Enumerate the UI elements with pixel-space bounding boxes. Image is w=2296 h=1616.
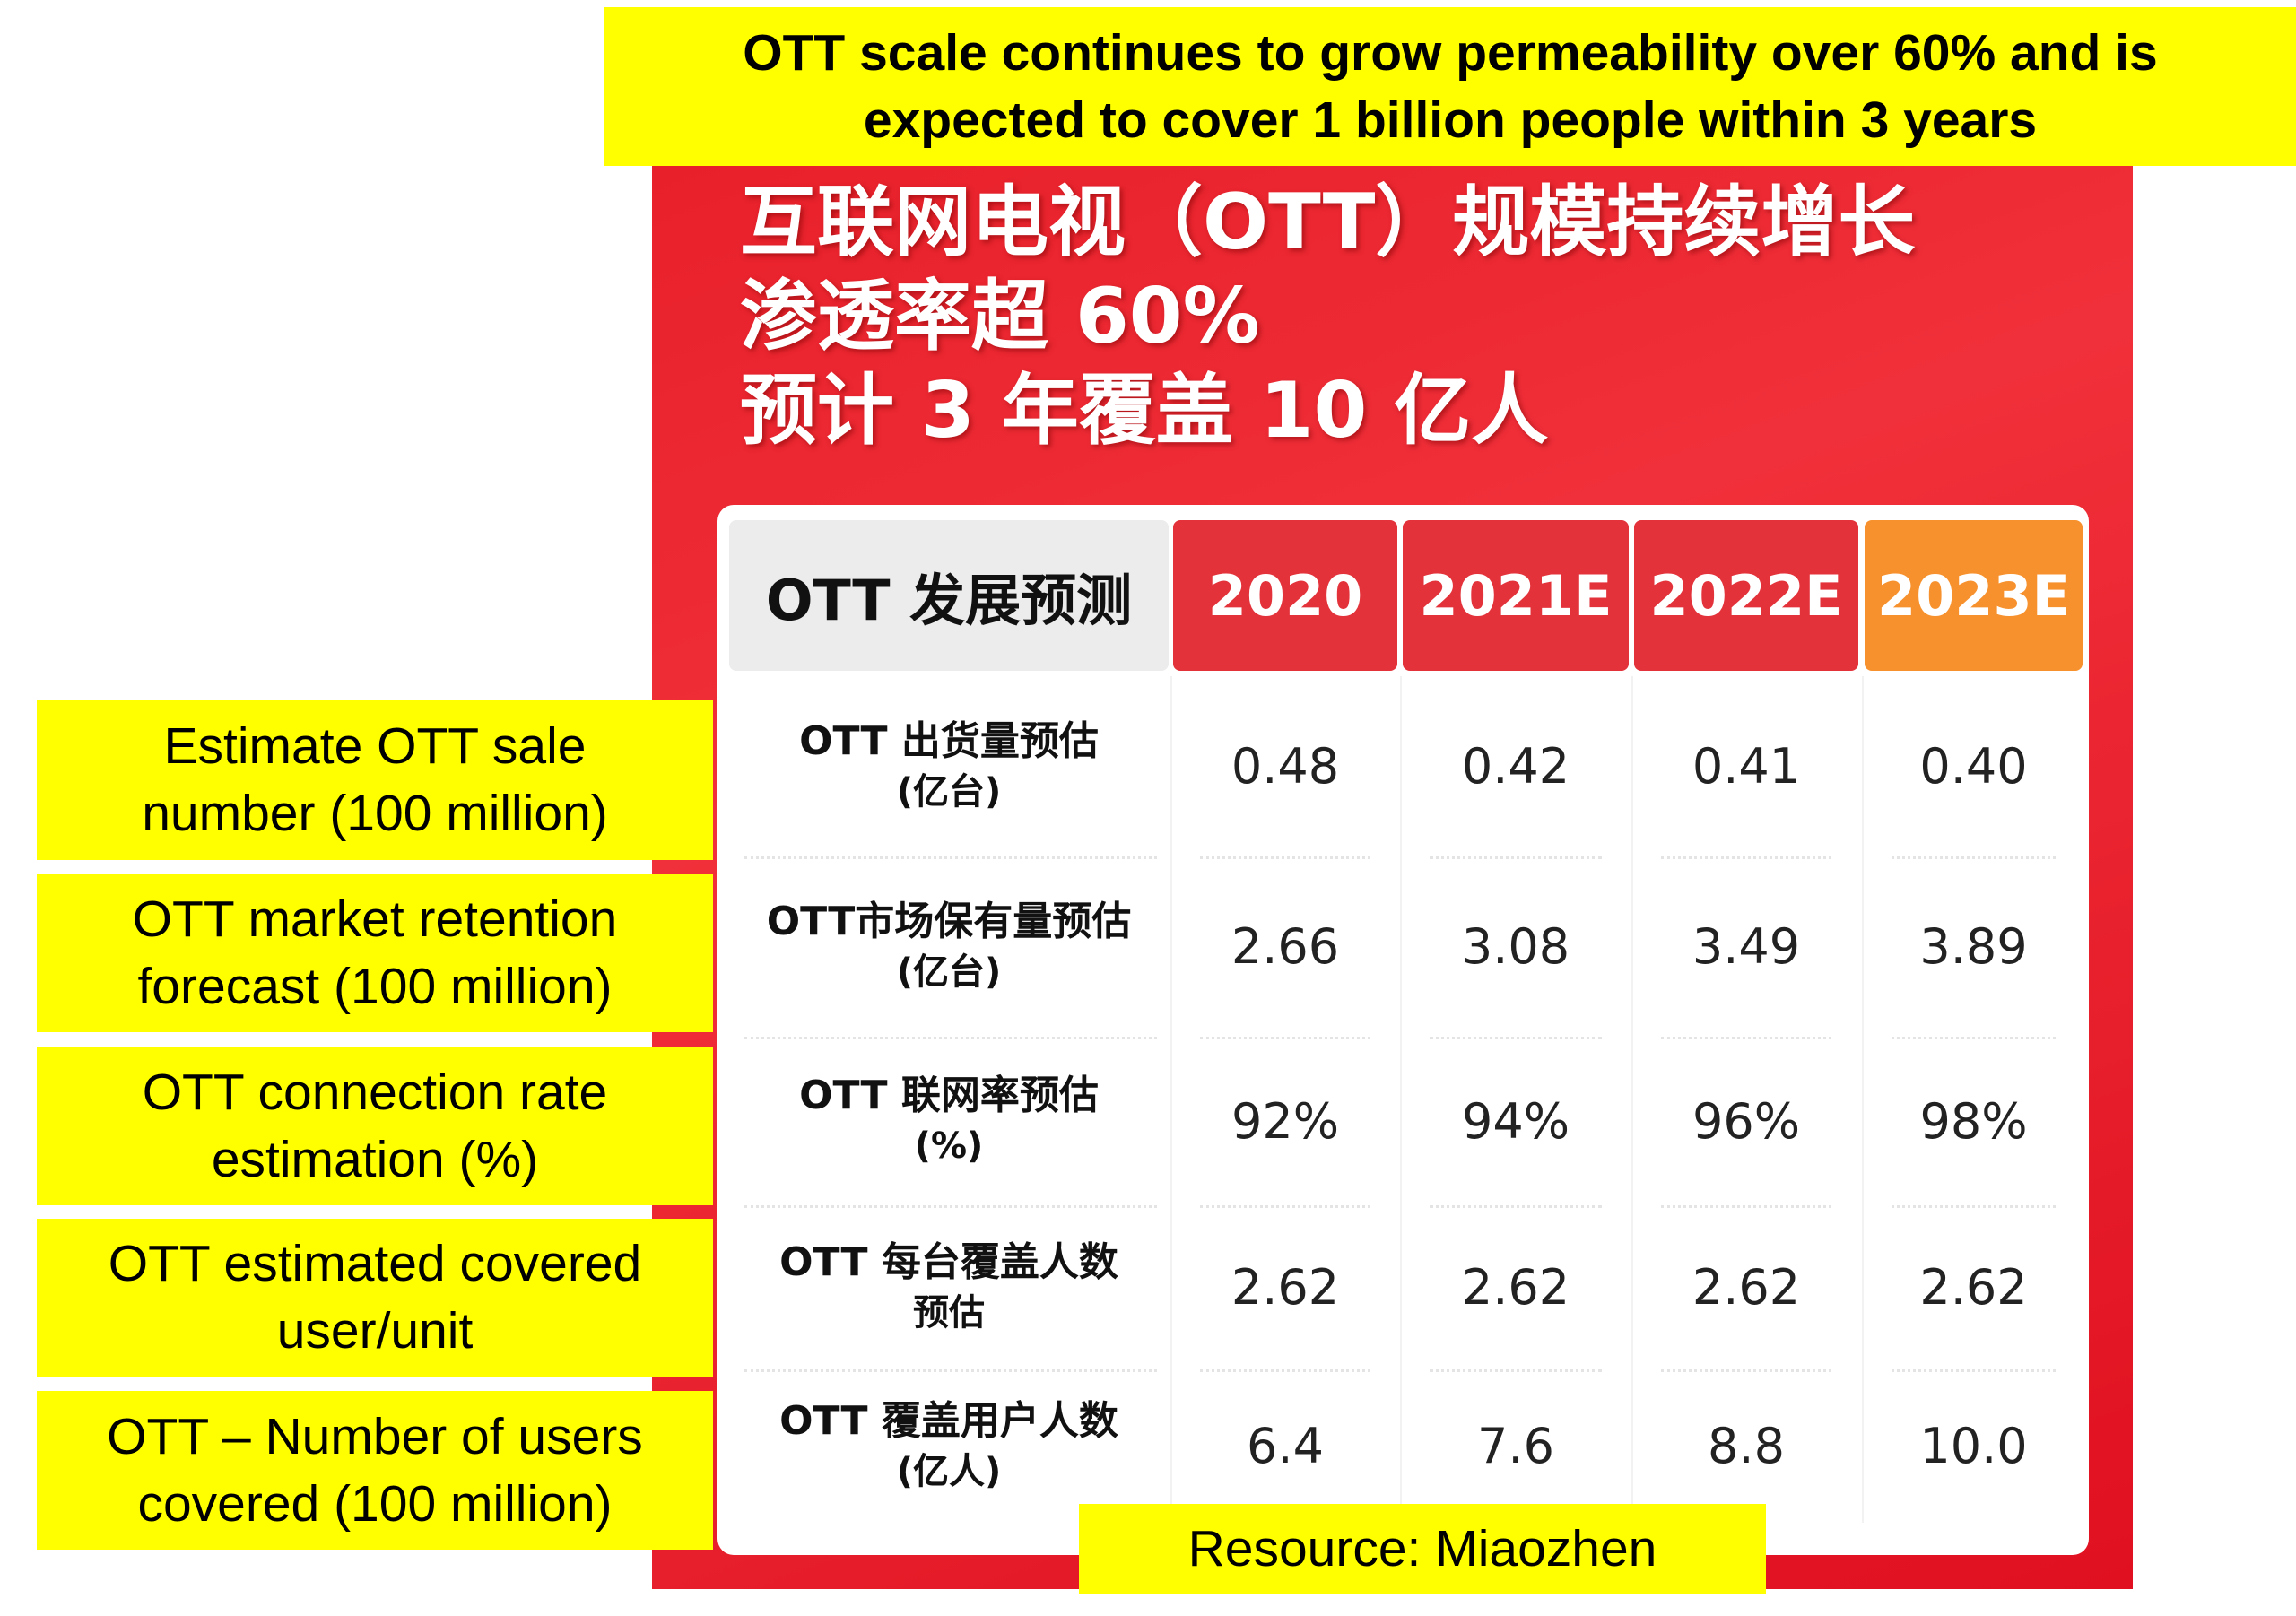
translated-headline-banner: OTT scale continues to grow permeability… xyxy=(604,7,2296,166)
row-label-line-2: (亿台) xyxy=(896,951,1002,993)
table-cell: 2.62 xyxy=(1231,1259,1340,1316)
table-cell: 8.8 xyxy=(1708,1418,1785,1474)
table-cell: 2.62 xyxy=(1919,1259,2028,1316)
table-cell: 3.89 xyxy=(1919,918,2028,975)
english-label-line2: user/unit xyxy=(276,1302,474,1360)
forecast-table-card xyxy=(718,505,2089,1555)
row-divider xyxy=(1892,1369,2056,1372)
row-divider xyxy=(744,1369,1157,1372)
row-divider xyxy=(1892,1037,2056,1039)
table-cell: 3.49 xyxy=(1692,918,1801,975)
table-cell: 2.62 xyxy=(1692,1259,1801,1316)
row-label-line-2: (亿台) xyxy=(896,770,1002,812)
row-divider xyxy=(1200,1037,1370,1039)
english-row-label: Estimate OTT sale number (100 million) xyxy=(37,700,713,860)
english-label-line1: OTT connection rate xyxy=(142,1064,608,1121)
row-divider xyxy=(744,856,1157,859)
row-divider xyxy=(1200,1205,1370,1208)
row-divider xyxy=(1430,1205,1602,1208)
table-cell: 3.08 xyxy=(1461,918,1570,975)
table-cell: 0.48 xyxy=(1231,738,1340,795)
table-header-label: OTT 发展预测 xyxy=(729,520,1169,671)
english-row-label: OTT connection rate estimation (%) xyxy=(37,1047,713,1205)
row-label-line-1: OTT 联网率预估 xyxy=(799,1073,1099,1118)
column-divider xyxy=(1400,676,1402,1523)
english-label-line2: forecast (100 million) xyxy=(137,958,613,1015)
table-cell: 7.6 xyxy=(1477,1418,1554,1474)
column-divider xyxy=(1862,676,1864,1523)
row-divider xyxy=(1430,1369,1602,1372)
english-label-line2: covered (100 million) xyxy=(137,1474,613,1533)
year-header-2023e: 2023E xyxy=(1865,520,2083,671)
year-header-2021e: 2021E xyxy=(1403,520,1629,671)
row-label-line-2: 预估 xyxy=(913,1291,985,1334)
english-label-line1: Estimate OTT sale xyxy=(163,717,587,775)
row-label-line-1: OTT市场保有量预估 xyxy=(766,898,1132,944)
table-cell: 2.66 xyxy=(1231,918,1340,975)
row-divider xyxy=(1661,1205,1831,1208)
row-label: OTT 联网率预估 (%) xyxy=(729,1037,1169,1205)
row-divider xyxy=(1661,1037,1831,1039)
english-label-line2: estimation (%) xyxy=(211,1131,539,1188)
chinese-title: 互联网电视（OTT）规模持续增长 渗透率超 60% 预计 3 年覆盖 10 亿人 xyxy=(740,176,1915,458)
table-cell: 0.41 xyxy=(1692,738,1801,795)
year-header-2022e: 2022E xyxy=(1634,520,1858,671)
headline-line-2: expected to cover 1 billion people withi… xyxy=(863,91,2038,149)
row-divider xyxy=(1200,856,1370,859)
row-divider xyxy=(1661,856,1831,859)
english-label-line2: number (100 million) xyxy=(142,785,608,842)
row-divider xyxy=(744,1037,1157,1039)
table-cell: 6.4 xyxy=(1247,1418,1324,1474)
column-divider xyxy=(1170,676,1172,1523)
table-cell: 10.0 xyxy=(1919,1418,2028,1474)
row-label-line-2: (%) xyxy=(914,1125,984,1167)
table-cell: 92% xyxy=(1231,1092,1340,1150)
english-row-label: OTT market retention forecast (100 millio… xyxy=(37,874,713,1032)
row-divider xyxy=(1200,1369,1370,1372)
year-header-2020: 2020 xyxy=(1173,520,1397,671)
row-label: OTT 每台覆盖人数预估 xyxy=(729,1205,1169,1369)
row-label-line-1: OTT 覆盖用户人数 xyxy=(779,1397,1118,1444)
column-divider xyxy=(1631,676,1633,1523)
english-label-line1: OTT market retention xyxy=(132,891,618,948)
row-label: OTT 覆盖用户人数 (亿人) xyxy=(729,1369,1169,1523)
row-divider xyxy=(744,1205,1157,1208)
chinese-title-line-3: 预计 3 年覆盖 10 亿人 xyxy=(740,366,1549,456)
table-cell: 96% xyxy=(1692,1092,1801,1150)
row-label-line-2: (亿人) xyxy=(896,1450,1002,1492)
english-row-label: OTT – Number of users covered (100 millio… xyxy=(37,1391,713,1550)
row-label-line-1: OTT 出货量预估 xyxy=(799,717,1099,764)
chinese-title-line-2: 渗透率超 60% xyxy=(740,272,1260,361)
table-cell: 0.40 xyxy=(1919,738,2028,795)
table-cell: 0.42 xyxy=(1461,738,1570,795)
row-label: OTT 出货量预估 (亿台) xyxy=(729,676,1169,856)
table-cell: 98% xyxy=(1919,1092,2028,1150)
headline-line-1: OTT scale continues to grow permeability… xyxy=(743,23,2158,82)
row-label-line-1: OTT 每台覆盖人数 xyxy=(779,1238,1118,1285)
row-divider xyxy=(1892,1205,2056,1208)
english-label-line1: OTT estimated covered xyxy=(108,1235,642,1292)
row-divider xyxy=(1892,856,2056,859)
row-divider xyxy=(1430,856,1602,859)
row-label: OTT市场保有量预估 (亿台) xyxy=(729,856,1169,1037)
row-divider xyxy=(1661,1369,1831,1372)
row-divider xyxy=(1430,1037,1602,1039)
english-row-label: OTT estimated covered user/unit xyxy=(37,1219,713,1377)
table-cell: 2.62 xyxy=(1461,1259,1570,1316)
chinese-title-line-1: 互联网电视（OTT）规模持续增长 xyxy=(740,178,1916,267)
source-note: Resource: Miaozhen xyxy=(1079,1504,1766,1594)
table-cell: 94% xyxy=(1461,1092,1570,1150)
english-label-line1: OTT – Number of users xyxy=(107,1407,643,1465)
